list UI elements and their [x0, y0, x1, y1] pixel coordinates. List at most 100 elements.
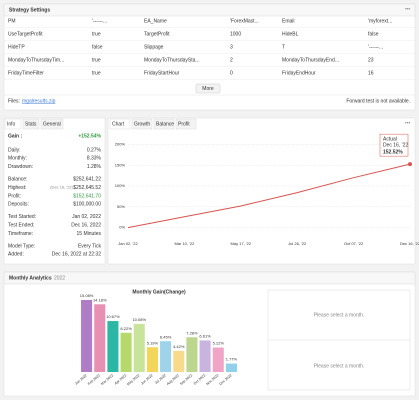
bar[interactable] [212, 347, 224, 372]
setting-name: UseTargetProfit [8, 31, 43, 37]
value-label: 1.77% [226, 357, 238, 362]
info-label: Timeframe: [8, 231, 33, 237]
tab-label[interactable]: Balance [156, 121, 174, 127]
info-value: 1.28% [87, 164, 102, 170]
more-button[interactable] [195, 83, 221, 94]
info-note: (Dec 16, '22) [50, 185, 73, 190]
y-tick-label: 150% [115, 162, 126, 167]
info-value: Dec 16, 2022 at 22:32 [52, 252, 101, 258]
setting-value: 0 [230, 70, 233, 76]
tab[interactable] [131, 118, 153, 130]
x-tick-label: Jul 2022 [154, 373, 167, 385]
tab[interactable] [22, 118, 40, 130]
placeholder: Please select a month. [314, 312, 365, 318]
info-value: $252,645.52 [73, 185, 101, 191]
bar[interactable] [107, 321, 119, 372]
setting-value: 3 [230, 44, 233, 50]
tab[interactable] [175, 118, 197, 130]
tab-label[interactable]: Stats [25, 121, 37, 127]
bar[interactable] [225, 363, 237, 372]
x-tick-label: Dec 16, '22 [400, 241, 419, 246]
growth-line [127, 163, 411, 229]
bar[interactable] [146, 347, 158, 372]
setting-name: PM [8, 18, 16, 24]
setting-name: T [282, 44, 285, 50]
end-point [408, 162, 412, 167]
setting-value: '------... [92, 18, 107, 24]
info-label: Test Started: [8, 214, 36, 220]
value-label: 5.12% [213, 341, 225, 346]
tab[interactable] [4, 118, 22, 130]
value-label: 14.18% [93, 297, 107, 302]
bar[interactable] [81, 300, 93, 372]
chart-title: Monthly Gain(Change) [132, 289, 186, 295]
y-tick-label: 200% [115, 141, 126, 146]
menu-dots[interactable]: ••• [405, 6, 411, 12]
settings-header [3, 3, 416, 17]
bar[interactable] [160, 341, 172, 372]
tab[interactable] [153, 118, 175, 130]
setting-name: EA_Name [144, 18, 167, 24]
info-value: Every Tick [78, 243, 102, 249]
files-label: Files: [8, 98, 20, 104]
tab-label[interactable]: Growth [134, 121, 150, 127]
y-tick-label: 100% [115, 183, 126, 188]
bar[interactable] [199, 340, 211, 372]
info-value: $252,641.22 [73, 177, 101, 183]
menu-dots[interactable]: ••• [405, 120, 411, 126]
info-label: Profit: [8, 193, 21, 199]
setting-value: true [92, 57, 101, 63]
info-value: Dec 16, 2022 [71, 223, 101, 229]
setting-value: true [92, 70, 101, 76]
info-label: Highest: [8, 185, 26, 191]
bar[interactable] [186, 337, 198, 372]
bar[interactable] [94, 304, 106, 372]
tab[interactable] [40, 118, 64, 130]
setting-name: Email [282, 18, 295, 24]
setting-name: Slippage [144, 44, 164, 50]
files-link[interactable]: mgalresults.zip [22, 98, 56, 104]
value-label: 6.61% [199, 334, 211, 339]
forward-note: Forward test is not available. [346, 98, 410, 104]
y-tick-label: 50% [117, 204, 125, 209]
setting-name: FridayEndHour [282, 70, 316, 76]
placeholder: Please select a month. [314, 363, 365, 369]
bar[interactable] [173, 350, 185, 372]
gain-value: +152.54% [78, 133, 101, 139]
tab-label[interactable]: Chart [112, 121, 125, 127]
bar[interactable] [120, 332, 132, 372]
year-tab[interactable]: 2022 [54, 275, 65, 281]
monthly-title: Monthly Analytics [9, 275, 52, 281]
info-label: Deposits: [8, 202, 29, 208]
value-label: 4.42% [173, 344, 185, 349]
info-value: 8.33% [87, 156, 102, 162]
y-tick-label: 0% [119, 225, 125, 230]
setting-name: MondayToThursdaySta... [144, 57, 200, 63]
x-tick-label: Jan 02, '22 [118, 241, 138, 246]
x-tick-label: Mar 10, '22 [174, 241, 195, 246]
tab[interactable] [109, 118, 131, 130]
tab-label[interactable]: General [43, 121, 61, 127]
more-label[interactable]: More [202, 86, 214, 92]
info-value: 15 Minutes [77, 231, 102, 237]
setting-value: false [92, 44, 103, 50]
value-label: 6.45% [160, 334, 172, 339]
tooltip-value: 152.52% [383, 149, 403, 155]
tooltip-name: Actual [383, 136, 397, 142]
info-value: $152,641.70 [73, 193, 101, 199]
info-value: Jan 02, 2022 [72, 214, 101, 220]
info-label: Daily: [8, 147, 21, 153]
value-label: 5.19% [147, 340, 159, 345]
setting-value: 1000 [230, 31, 241, 37]
info-panel [3, 117, 106, 265]
tab-label[interactable]: Profit [178, 121, 190, 127]
info-label: Drawdown: [8, 164, 33, 170]
value-label: 8.22% [120, 326, 132, 331]
setting-name: FridayStartHour [144, 70, 180, 76]
tab-label[interactable]: Info [7, 121, 16, 127]
settings-title: Strategy Settings [9, 7, 50, 13]
value-label: 7.28% [186, 330, 198, 335]
setting-value: '------... [368, 44, 383, 50]
bar[interactable] [133, 323, 145, 372]
